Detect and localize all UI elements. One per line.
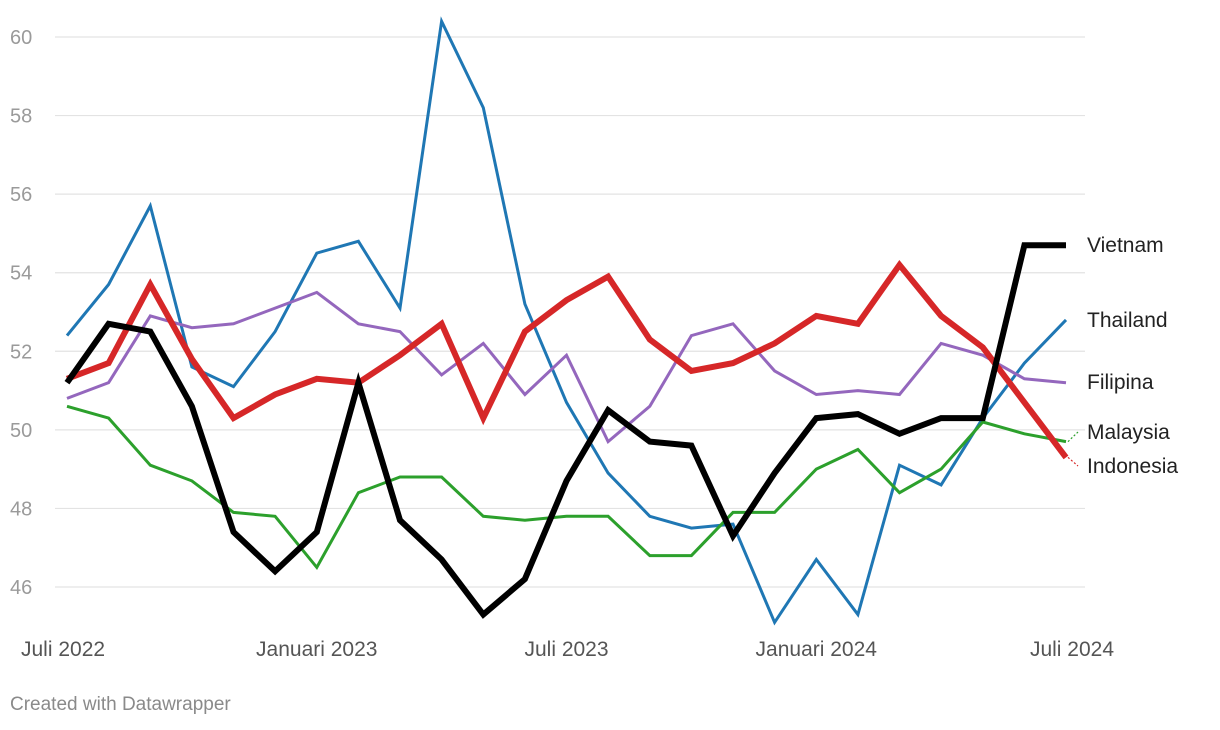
series-label-indonesia: Indonesia (1087, 455, 1178, 478)
series-line-indonesia (65, 259, 1069, 460)
series-line-vietnam (64, 242, 1066, 619)
gridlines (55, 36, 1085, 588)
series-labels: Vietnam Thailand Filipina Malaysia Indonesia (1067, 234, 1178, 478)
x-tick-label: Juli 2024 (1030, 638, 1114, 661)
series-line-filipina (66, 290, 1067, 444)
y-tick-label: 54 (10, 263, 32, 285)
series-line-malaysia (66, 404, 1067, 571)
footer-credit: Created with Datawrapper (10, 694, 231, 715)
x-tick-label: Januari 2024 (756, 638, 878, 661)
x-tick-label: Juli 2022 (21, 638, 105, 661)
y-tick-label: 58 (10, 106, 32, 128)
series-lines (64, 16, 1069, 626)
series-line-thailand (65, 16, 1068, 626)
y-tick-label: 48 (10, 498, 32, 520)
label-leader (1067, 456, 1079, 467)
series-label-filipina: Filipina (1087, 371, 1154, 394)
label-leader (1067, 431, 1079, 443)
y-tick-label: 50 (10, 420, 32, 442)
x-tick-label: Juli 2023 (524, 638, 608, 661)
series-label-thailand: Thailand (1087, 309, 1168, 332)
y-tick-label: 60 (10, 27, 32, 49)
y-axis: 46 48 50 52 54 56 58 60 (10, 27, 32, 599)
x-tick-label: Januari 2023 (256, 638, 377, 661)
y-tick-label: 52 (10, 341, 32, 363)
x-axis: Juli 2022 Januari 2023 Juli 2023 Januari 20… (21, 638, 1114, 661)
y-tick-label: 46 (10, 577, 32, 599)
series-label-malaysia: Malaysia (1087, 421, 1170, 444)
series-label-vietnam: Vietnam (1087, 234, 1164, 257)
y-tick-label: 56 (10, 184, 32, 206)
